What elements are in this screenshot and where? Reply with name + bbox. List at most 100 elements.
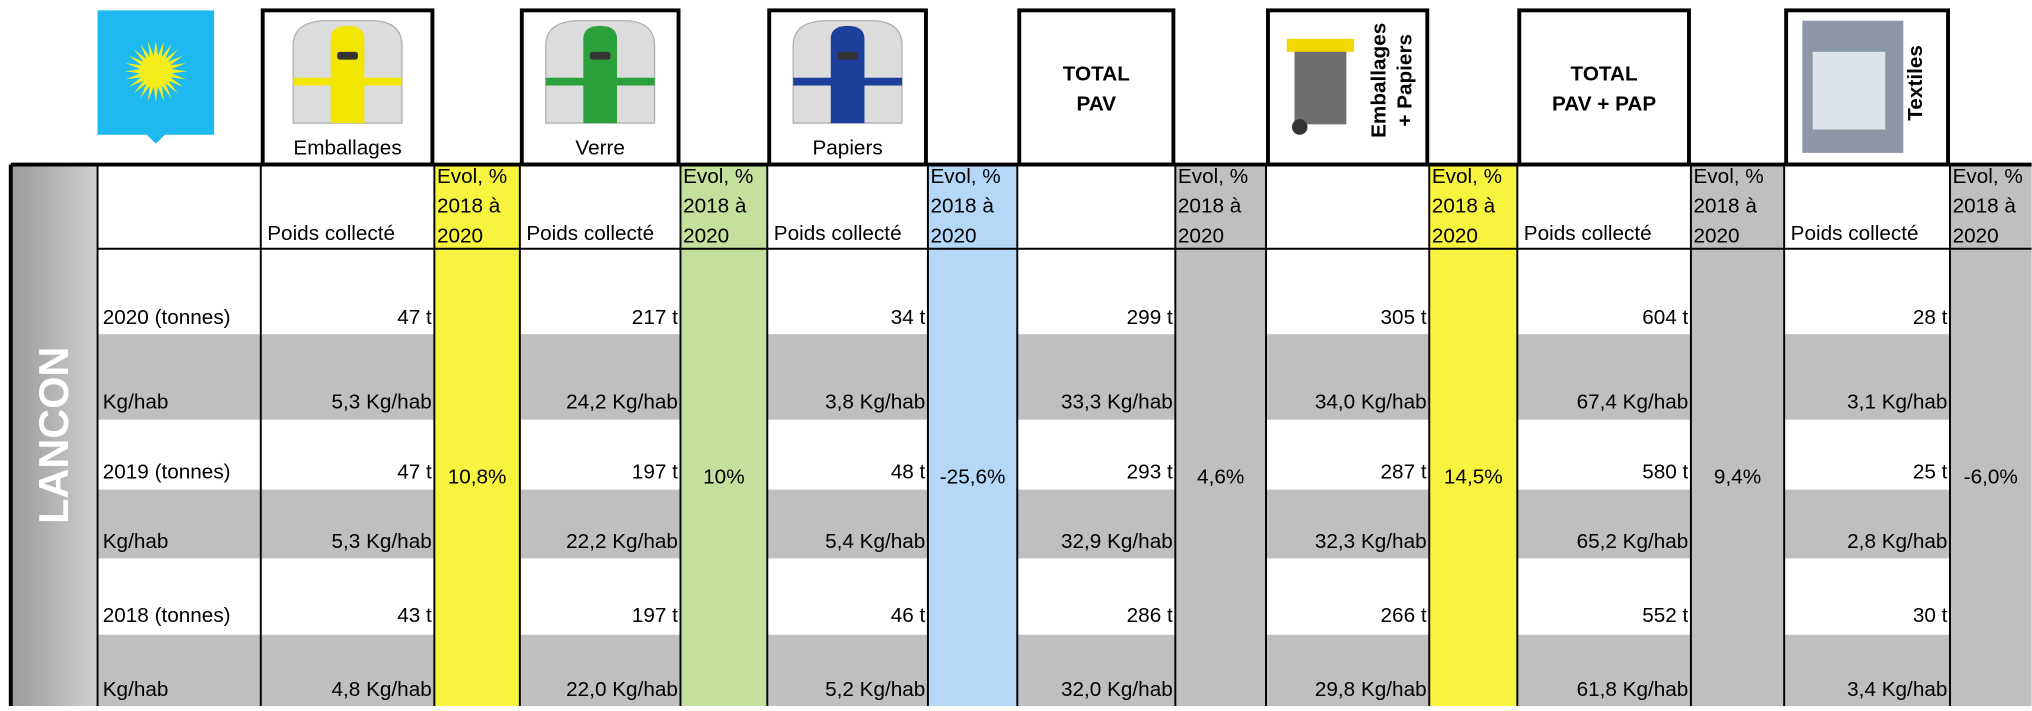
cell-value: 552 t xyxy=(1642,604,1688,627)
header-icon xyxy=(293,21,402,123)
town-logo xyxy=(98,10,215,143)
evol-header: 2018 à xyxy=(437,195,501,218)
evol-header: 2020 xyxy=(1178,225,1224,248)
bin-door xyxy=(583,26,617,123)
header-icon xyxy=(793,21,902,123)
cell-value: 197 t xyxy=(632,460,678,483)
header-icon xyxy=(546,21,655,123)
cell-value: 65,2 Kg/hab xyxy=(1577,530,1689,553)
measure-label: Poids collecté xyxy=(1791,222,1919,245)
cell-value: 3,8 Kg/hab xyxy=(825,390,925,413)
bin-slot xyxy=(590,52,611,60)
evol-value: 9,4% xyxy=(1714,465,1761,488)
header-icon xyxy=(1802,21,1903,153)
cell-value: 25 t xyxy=(1913,460,1948,483)
cell-value: 5,2 Kg/hab xyxy=(825,678,925,701)
measure-label: Poids collecté xyxy=(1524,222,1652,245)
evol-header: Evol, % xyxy=(1178,165,1248,188)
row-label: Kg/hab xyxy=(103,530,169,553)
header-icon xyxy=(1287,39,1354,135)
cell-value: 47 t xyxy=(397,306,432,329)
header-label: Papiers xyxy=(812,136,882,159)
cell-value: 34,0 Kg/hab xyxy=(1315,390,1427,413)
evol-header: 2018 à xyxy=(1432,195,1496,218)
cell-value: 33,3 Kg/hab xyxy=(1061,390,1173,413)
cell-value: 2,8 Kg/hab xyxy=(1847,530,1947,553)
bin-slot xyxy=(837,52,858,60)
cell-value: 47 t xyxy=(397,460,432,483)
measure-label: Poids collecté xyxy=(774,222,902,245)
cell-value: 32,9 Kg/hab xyxy=(1061,530,1173,553)
cell-value: 305 t xyxy=(1381,306,1427,329)
cell-value: 67,4 Kg/hab xyxy=(1577,390,1689,413)
evol-header: 2018 à xyxy=(1953,195,2017,218)
cell-value: 43 t xyxy=(397,604,432,627)
header-label: Emballages xyxy=(293,136,401,159)
cell-value: 4,8 Kg/hab xyxy=(332,678,432,701)
measure-label: Poids collecté xyxy=(267,222,395,245)
header-label: + Papiers xyxy=(1393,34,1416,127)
evol-value: 10,8% xyxy=(448,465,507,488)
evol-header: 2018 à xyxy=(1694,195,1758,218)
evol-value: -6,0% xyxy=(1964,465,2018,488)
evol-header: 2020 xyxy=(931,225,977,248)
header-label: TOTAL xyxy=(1571,63,1638,86)
wheel xyxy=(1292,119,1308,135)
page: {"commune": "LANCON", "row_labels": ["20… xyxy=(0,0,2032,706)
row-label: Kg/hab xyxy=(103,678,169,701)
bin-door xyxy=(331,26,365,123)
cell-value: 5,3 Kg/hab xyxy=(332,390,432,413)
cell-value: 32,3 Kg/hab xyxy=(1315,530,1427,553)
cell-value: 48 t xyxy=(891,460,926,483)
evol-header: 2018 à xyxy=(931,195,995,218)
header-label: Textiles xyxy=(1904,45,1927,121)
cell-value: 46 t xyxy=(891,604,926,627)
header-label: PAV xyxy=(1077,92,1117,115)
cell-value: 3,4 Kg/hab xyxy=(1847,678,1947,701)
cell-value: 29,8 Kg/hab xyxy=(1315,678,1427,701)
evol-header: Evol, % xyxy=(437,165,507,188)
header-label: TOTAL xyxy=(1063,63,1130,86)
wheelie-bin xyxy=(1295,49,1347,124)
evol-header: 2020 xyxy=(1432,225,1478,248)
cell-value: 217 t xyxy=(632,306,678,329)
evol-header: 2020 xyxy=(1694,225,1740,248)
cell-value: 22,2 Kg/hab xyxy=(566,530,678,553)
header-label: Verre xyxy=(575,136,625,159)
cell-value: 34 t xyxy=(891,306,926,329)
evol-header: Evol, % xyxy=(931,165,1001,188)
cell-value: 287 t xyxy=(1381,460,1427,483)
measure-label: Poids collecté xyxy=(526,222,654,245)
evol-header: Evol, % xyxy=(1953,165,2023,188)
bin-door xyxy=(831,26,865,123)
row-label: 2019 (tonnes) xyxy=(103,460,231,483)
evol-header: 2020 xyxy=(437,225,483,248)
header-label: PAV + PAP xyxy=(1552,92,1656,115)
cell-value: 28 t xyxy=(1913,306,1948,329)
commune-name: LANCON xyxy=(30,347,77,524)
cell-value: 3,1 Kg/hab xyxy=(1847,390,1947,413)
cell-value: 299 t xyxy=(1127,306,1173,329)
cell-value: 293 t xyxy=(1127,460,1173,483)
cell-value: 61,8 Kg/hab xyxy=(1577,678,1689,701)
cell-value: 30 t xyxy=(1913,604,1948,627)
spreadsheet: LANCON 2020 (tonnes) Kg/hab 2019 (tonnes) Kg… xyxy=(0,0,2032,706)
cell-value: 580 t xyxy=(1642,460,1688,483)
row-label: 2020 (tonnes) xyxy=(103,306,231,329)
evol-value: -25,6% xyxy=(940,465,1006,488)
cell-value: 286 t xyxy=(1127,604,1173,627)
cell-value: 604 t xyxy=(1642,306,1688,329)
evol-header: 2018 à xyxy=(1178,195,1242,218)
cell-value: 5,3 Kg/hab xyxy=(332,530,432,553)
cell-value: 5,4 Kg/hab xyxy=(825,530,925,553)
cell-value: 32,0 Kg/hab xyxy=(1061,678,1173,701)
evol-header: Evol, % xyxy=(1694,165,1764,188)
header-label: Emballages xyxy=(1367,23,1390,138)
evol-header: 2020 xyxy=(683,225,729,248)
cell-value: 24,2 Kg/hab xyxy=(566,390,678,413)
evol-header: 2018 à xyxy=(683,195,747,218)
evol-value: 4,6% xyxy=(1197,465,1244,488)
evol-header: 2020 xyxy=(1953,225,1999,248)
cell-value: 197 t xyxy=(632,604,678,627)
row-label: 2018 (tonnes) xyxy=(103,604,231,627)
